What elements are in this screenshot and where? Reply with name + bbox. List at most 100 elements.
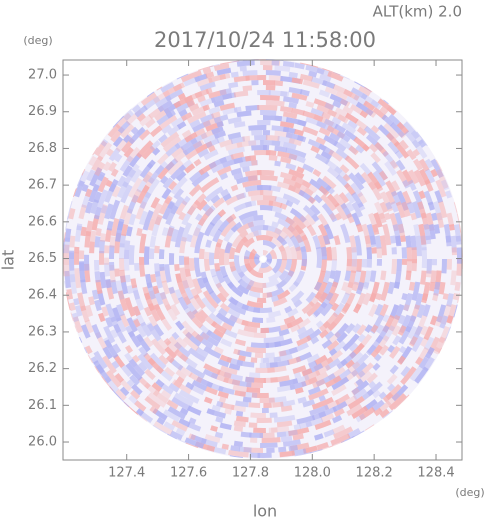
radar-cell [249, 248, 257, 259]
radar-cell [369, 270, 377, 283]
radar-cell [396, 259, 403, 271]
x-unit: (deg) [455, 486, 484, 499]
radar-cell [347, 120, 358, 130]
radar-cell [160, 175, 169, 185]
radar-cell [322, 270, 331, 285]
radar-cell [195, 141, 213, 154]
radar-cell [181, 292, 192, 306]
y-tick-label: 26.5 [28, 251, 57, 266]
radar-cell [323, 118, 339, 130]
radar-cell [206, 329, 222, 343]
x-tick-label: 127.8 [232, 466, 269, 481]
radar-cell [292, 365, 307, 374]
radar-cell [176, 336, 188, 349]
radar-cell [253, 427, 266, 433]
radar-cell [81, 183, 89, 192]
radar-cell [91, 155, 104, 172]
radar-cell [100, 139, 109, 147]
radar-cell [330, 302, 340, 312]
radar-cell [289, 245, 298, 260]
radar-cell [406, 201, 415, 214]
radar-cell [93, 350, 108, 370]
radar-cell [350, 87, 368, 100]
radar-cell [245, 346, 267, 353]
radar-cell [113, 354, 125, 368]
radar-cell [193, 158, 202, 167]
radar-cell [194, 73, 208, 83]
radar-cell [215, 416, 224, 423]
radar-cell [185, 381, 195, 390]
radar-cell [112, 136, 124, 148]
radar-cell [213, 63, 230, 72]
radar-cell [85, 201, 93, 214]
radar-cell [398, 130, 406, 139]
radar-cell [273, 353, 293, 363]
radar-cell [348, 145, 359, 156]
radar-cell [102, 346, 113, 360]
radar-cell [242, 396, 252, 403]
radar-cell [198, 309, 218, 328]
radar-cell [230, 71, 239, 78]
radar-cell [351, 380, 370, 396]
radar-cell [233, 90, 249, 98]
radar-cell [117, 120, 131, 134]
radar-cell [398, 345, 407, 354]
radar-cell [311, 411, 327, 421]
radar-cell [194, 127, 206, 137]
radar-cell [188, 417, 197, 425]
radar-cell [288, 71, 298, 79]
radar-cell [267, 365, 287, 373]
radar-cell [282, 141, 297, 150]
radar-cell [263, 335, 285, 343]
radar-cell [259, 432, 275, 438]
radar-cell [130, 278, 138, 289]
radar-cell [248, 140, 264, 146]
radar-cell [93, 191, 102, 204]
radar-cell [397, 355, 406, 365]
radar-cell [397, 314, 406, 325]
radar-cell [204, 434, 221, 443]
radar-cell [148, 315, 158, 327]
radar-cell [284, 259, 292, 271]
radar-cell [219, 172, 229, 181]
radar-cell [431, 259, 437, 266]
radar-cell [196, 199, 208, 211]
radar-cell [426, 270, 432, 278]
radar-cell [302, 399, 316, 408]
radar-cell [322, 175, 337, 189]
radar-cell [212, 228, 223, 243]
radar-cell [420, 336, 429, 348]
radar-cell [186, 234, 193, 243]
radar-cell [86, 169, 96, 182]
radar-cell [138, 257, 145, 265]
radar-cell [187, 422, 202, 432]
radar-cell [386, 373, 398, 385]
radar-cell [126, 146, 141, 163]
radar-cell [281, 226, 295, 240]
radar-cell [110, 218, 120, 237]
radar-cell [74, 225, 82, 242]
radar-cell [418, 190, 426, 200]
radar-cell [347, 427, 361, 439]
radar-cell [366, 259, 372, 268]
radar-cell [116, 181, 129, 199]
radar-cell [282, 193, 301, 206]
radar-cell [362, 144, 370, 152]
radar-cell [328, 292, 340, 306]
radar-cell [296, 414, 316, 425]
radar-cell [329, 132, 341, 142]
radar-cell [290, 290, 305, 304]
radar-cell [327, 71, 344, 82]
radar-cell [108, 147, 121, 162]
radar-cell [353, 303, 362, 314]
radar-cell [297, 396, 307, 404]
radar-cell [249, 432, 263, 438]
radar-cell [409, 366, 423, 382]
radar-cell [274, 80, 284, 87]
radar-cell [94, 140, 108, 157]
radar-cell [450, 270, 457, 286]
radar-cell [331, 376, 350, 391]
radar-cell [401, 259, 408, 265]
radar-cell [320, 302, 334, 317]
radar-cell [334, 322, 350, 339]
